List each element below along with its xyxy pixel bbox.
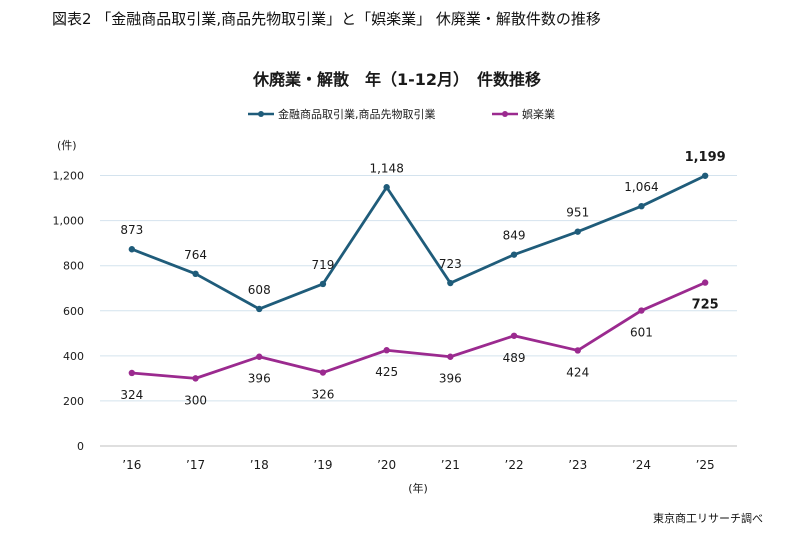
y-tick-label: 200 bbox=[63, 395, 84, 408]
data-label: 396 bbox=[439, 372, 462, 386]
x-tick-label: ’20 bbox=[377, 458, 396, 472]
data-point bbox=[128, 246, 136, 253]
y-tick-label: 0 bbox=[77, 440, 84, 453]
x-tick-label: ’18 bbox=[250, 458, 269, 472]
data-point bbox=[447, 279, 454, 287]
data-label: 873 bbox=[120, 223, 143, 237]
data-point bbox=[701, 279, 709, 286]
data-label: 601 bbox=[630, 326, 653, 340]
series-0: 873 764 608 719 1,148 723 849 951 1,064 1,199 bbox=[120, 150, 726, 313]
y-tick-label: 1,200 bbox=[53, 170, 85, 183]
x-axis: ’16 ’17 ’18 ’19 ’20 ’21 ’22 ’23 ’24 ’25 bbox=[122, 458, 714, 472]
data-label: 424 bbox=[566, 365, 589, 379]
data-label: 1,199 bbox=[685, 150, 726, 165]
data-label: 719 bbox=[311, 258, 334, 272]
x-tick-label: ’16 bbox=[122, 458, 141, 472]
data-label: 951 bbox=[566, 206, 589, 220]
data-point bbox=[574, 347, 581, 354]
data-point bbox=[383, 184, 390, 191]
gridlines bbox=[100, 175, 737, 447]
figure-caption: 図表2 「金融商品取引業,商品先物取引業」と「娯楽業」 休廃業・解散件数の推移 bbox=[52, 10, 601, 28]
data-point bbox=[701, 172, 709, 179]
source-note: 東京商工リサーチ調べ bbox=[653, 512, 763, 525]
data-point bbox=[319, 369, 327, 376]
data-point bbox=[510, 251, 518, 258]
y-axis: 0 200 400 600 800 1,000 1,200 bbox=[53, 170, 85, 453]
x-tick-label: ’23 bbox=[568, 458, 587, 472]
x-axis-label: (年) bbox=[408, 481, 428, 495]
data-point bbox=[638, 307, 645, 314]
chart-legend: 金融商品取引業,商品先物取引業 娯楽業 bbox=[248, 107, 555, 121]
chart-title: 休廃業・解散 年（1-12月） 件数推移 bbox=[252, 70, 541, 89]
x-tick-label: ’21 bbox=[441, 458, 460, 472]
data-label: 1,148 bbox=[369, 161, 403, 175]
data-label: 723 bbox=[439, 257, 462, 271]
data-point bbox=[192, 375, 199, 382]
data-point bbox=[383, 347, 390, 354]
data-label: 1,064 bbox=[624, 180, 658, 194]
data-label: 324 bbox=[120, 388, 143, 402]
data-label: 396 bbox=[248, 372, 271, 386]
data-point bbox=[638, 202, 645, 210]
legend-marker bbox=[502, 111, 508, 117]
data-label: 326 bbox=[311, 388, 334, 402]
data-point bbox=[319, 280, 327, 288]
data-point bbox=[128, 369, 136, 377]
data-label: 300 bbox=[184, 393, 207, 407]
x-tick-label: ’25 bbox=[696, 458, 715, 472]
x-tick-label: ’22 bbox=[505, 458, 524, 472]
y-tick-label: 400 bbox=[63, 350, 84, 363]
y-tick-label: 1,000 bbox=[53, 215, 85, 228]
x-tick-label: ’24 bbox=[632, 458, 651, 472]
data-label: 849 bbox=[503, 229, 526, 243]
y-tick-label: 800 bbox=[63, 260, 84, 273]
series-line bbox=[131, 174, 706, 311]
data-point bbox=[256, 305, 263, 313]
legend-label: 娯楽業 bbox=[522, 107, 555, 121]
y-axis-label: (件) bbox=[57, 139, 77, 152]
data-label: 725 bbox=[692, 298, 719, 313]
data-label: 608 bbox=[248, 283, 271, 297]
series-line bbox=[131, 281, 706, 380]
data-point bbox=[192, 270, 199, 278]
x-tick-label: ’17 bbox=[186, 458, 205, 472]
legend-label: 金融商品取引業,商品先物取引業 bbox=[278, 107, 436, 121]
data-label: 425 bbox=[375, 365, 398, 379]
data-label: 764 bbox=[184, 248, 207, 262]
data-point bbox=[256, 353, 263, 360]
data-point bbox=[447, 353, 454, 360]
data-point bbox=[510, 332, 518, 339]
legend-marker bbox=[258, 111, 264, 117]
data-label: 489 bbox=[503, 351, 526, 365]
y-tick-label: 600 bbox=[63, 305, 84, 318]
data-point bbox=[574, 228, 581, 235]
series-1: 324 300 396 326 425 396 489 424 601 725 bbox=[120, 279, 719, 407]
x-tick-label: ’19 bbox=[313, 458, 332, 472]
